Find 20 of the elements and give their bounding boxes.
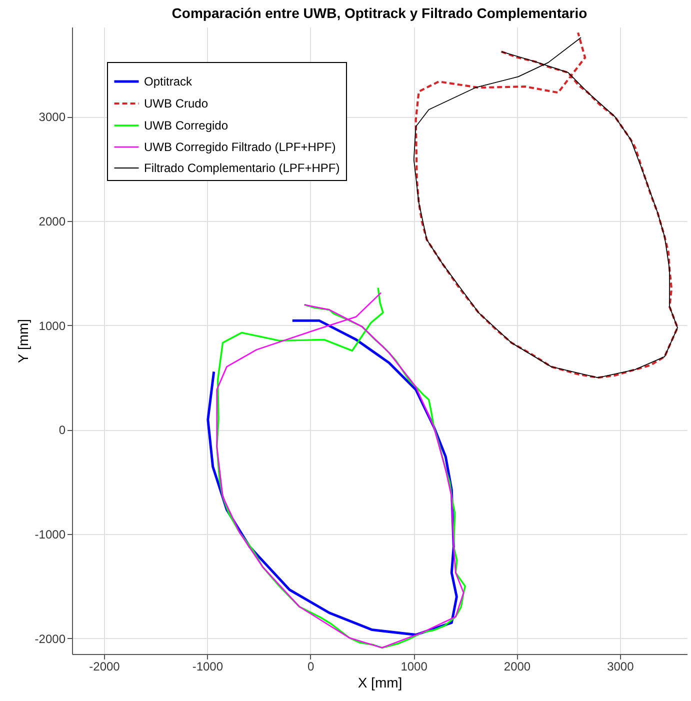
x-tick-label: 2000 [504, 660, 531, 674]
x-axis-title: X [mm] [358, 674, 402, 690]
x-tick-label: 3000 [607, 660, 634, 674]
legend-label: UWB Crudo [144, 96, 208, 110]
y-tick-label: -1000 [34, 528, 66, 542]
y-tick-label: 2000 [38, 214, 66, 229]
legend-label: UWB Corregido [144, 118, 228, 132]
chart-title: Comparación entre UWB, Optitrack y Filtrado Complementario [172, 5, 588, 21]
x-tick-label: -1000 [192, 660, 224, 674]
y-tick-label: 1000 [38, 318, 66, 333]
x-tick-label: 0 [308, 660, 315, 674]
x-tick-label: -2000 [89, 660, 120, 674]
legend-label: Optitrack [144, 74, 194, 88]
y-tick-label: 3000 [38, 110, 66, 124]
x-tick-label: 1000 [400, 660, 428, 674]
legend-label: Filtrado Complementario (LPF+HPF) [144, 161, 340, 175]
y-tick-label: -2000 [34, 632, 66, 646]
legend-label: UWB Corregido Filtrado (LPF+HPF) [144, 140, 336, 154]
y-tick-label: 0 [58, 423, 66, 438]
y-axis-title: Y [mm] [14, 318, 31, 364]
